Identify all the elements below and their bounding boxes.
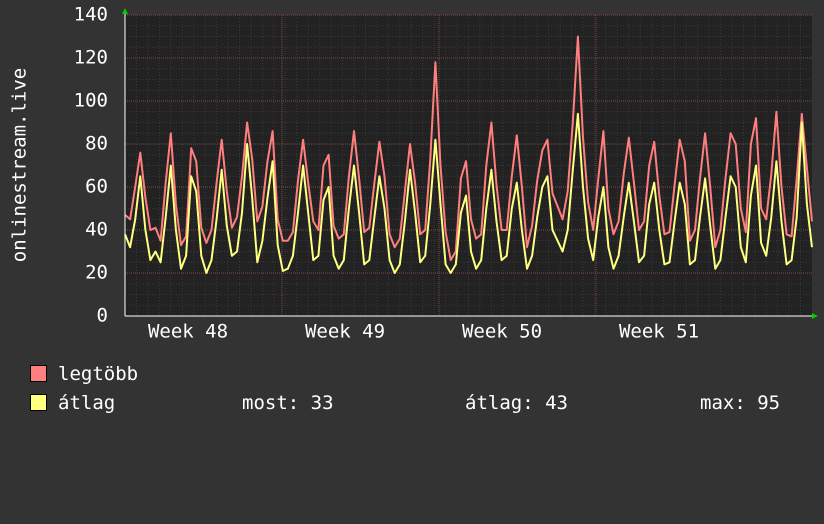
y-tick-label: 20 (85, 262, 108, 284)
stat-now: most: 33 (242, 392, 334, 414)
series-layer (124, 35, 813, 274)
y-axis-label: onlinestream.live (9, 68, 31, 262)
x-tick-label: Week 50 (462, 321, 542, 343)
legend-row-avg: átlag most: 33 átlag: 43 max: 95 (30, 392, 824, 414)
y-tick-label: 60 (85, 176, 108, 198)
y-tick-label: 100 (74, 90, 108, 112)
legend-label-max: legtöbb (58, 363, 139, 385)
y-tick-label: 140 (74, 4, 108, 26)
series-line-avg (124, 112, 813, 274)
y-tick-label: 40 (85, 219, 108, 241)
legend-swatch-avg (30, 394, 47, 411)
x-tick-labels: Week 48 Week 49 Week 50 Week 51 (148, 321, 699, 343)
legend-row-max: legtöbb (30, 363, 138, 385)
y-axis-arrow-icon (122, 8, 128, 14)
y-tick-label: 80 (85, 133, 108, 155)
stat-max: max: 95 (700, 392, 781, 414)
axes (122, 8, 818, 319)
x-axis-arrow-icon (812, 313, 818, 319)
x-tick-label: Week 49 (305, 321, 385, 343)
legend-swatch-max (30, 365, 47, 382)
series-line-max (124, 35, 813, 262)
x-tick-label: Week 48 (148, 321, 228, 343)
y-tick-label: 120 (74, 47, 108, 69)
y-tick-label: 0 (97, 305, 108, 327)
stat-avg: átlag: 43 (465, 392, 568, 414)
y-tick-labels: 0 20 40 60 80 100 120 140 (74, 4, 108, 327)
chart: 0 20 40 60 80 100 120 140 Week 48 Week 49 Week 50… (9, 4, 818, 343)
legend-label-avg: átlag (58, 392, 116, 414)
x-tick-label: Week 51 (619, 321, 699, 343)
